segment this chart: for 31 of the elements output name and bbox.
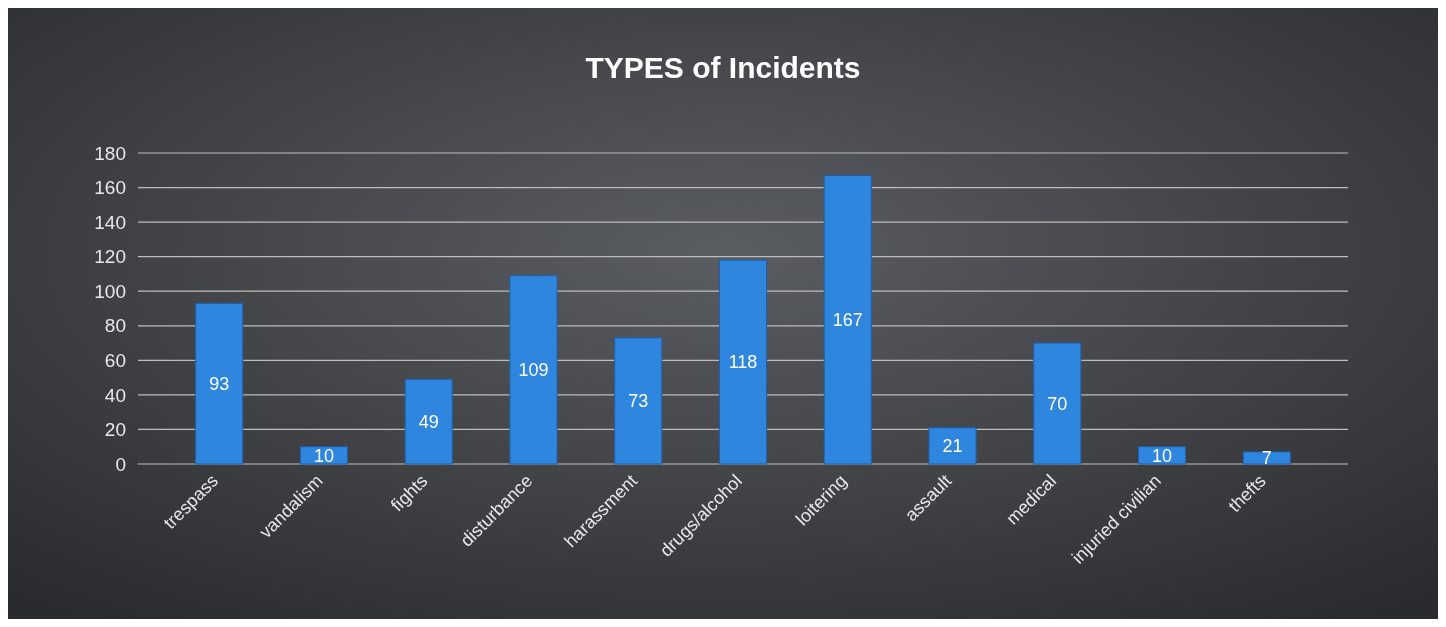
y-tick-label: 140 — [94, 211, 126, 233]
bar — [614, 337, 663, 465]
y-tick-label: 120 — [94, 246, 126, 268]
data-label: 7 — [1261, 448, 1272, 469]
bar — [823, 174, 872, 465]
y-tick-label: 0 — [115, 453, 126, 475]
bar — [928, 427, 977, 465]
bar — [509, 275, 558, 465]
y-tick-label: 180 — [94, 142, 126, 164]
y-tick-label: 80 — [104, 315, 126, 337]
data-label: 73 — [628, 391, 649, 412]
data-label: 118 — [728, 352, 758, 373]
data-label: 70 — [1047, 393, 1068, 414]
bar — [195, 302, 244, 465]
bar — [1242, 451, 1291, 465]
data-label: 10 — [313, 445, 334, 466]
bar — [1033, 342, 1082, 465]
y-tick-label: 100 — [94, 280, 126, 302]
y-tick-label: 160 — [94, 177, 126, 199]
chart-title: TYPES of Incidents — [585, 51, 861, 84]
y-tick-label: 40 — [104, 384, 126, 406]
data-label: 10 — [1152, 445, 1173, 466]
data-label: 21 — [942, 436, 963, 457]
y-tick-label: 20 — [104, 419, 126, 441]
data-label: 49 — [418, 411, 439, 432]
data-label: 109 — [518, 360, 549, 381]
data-label: 93 — [209, 373, 230, 394]
bar — [718, 259, 768, 465]
data-label: 167 — [832, 310, 863, 331]
y-tick-label: 60 — [104, 349, 126, 371]
bar — [404, 378, 453, 465]
